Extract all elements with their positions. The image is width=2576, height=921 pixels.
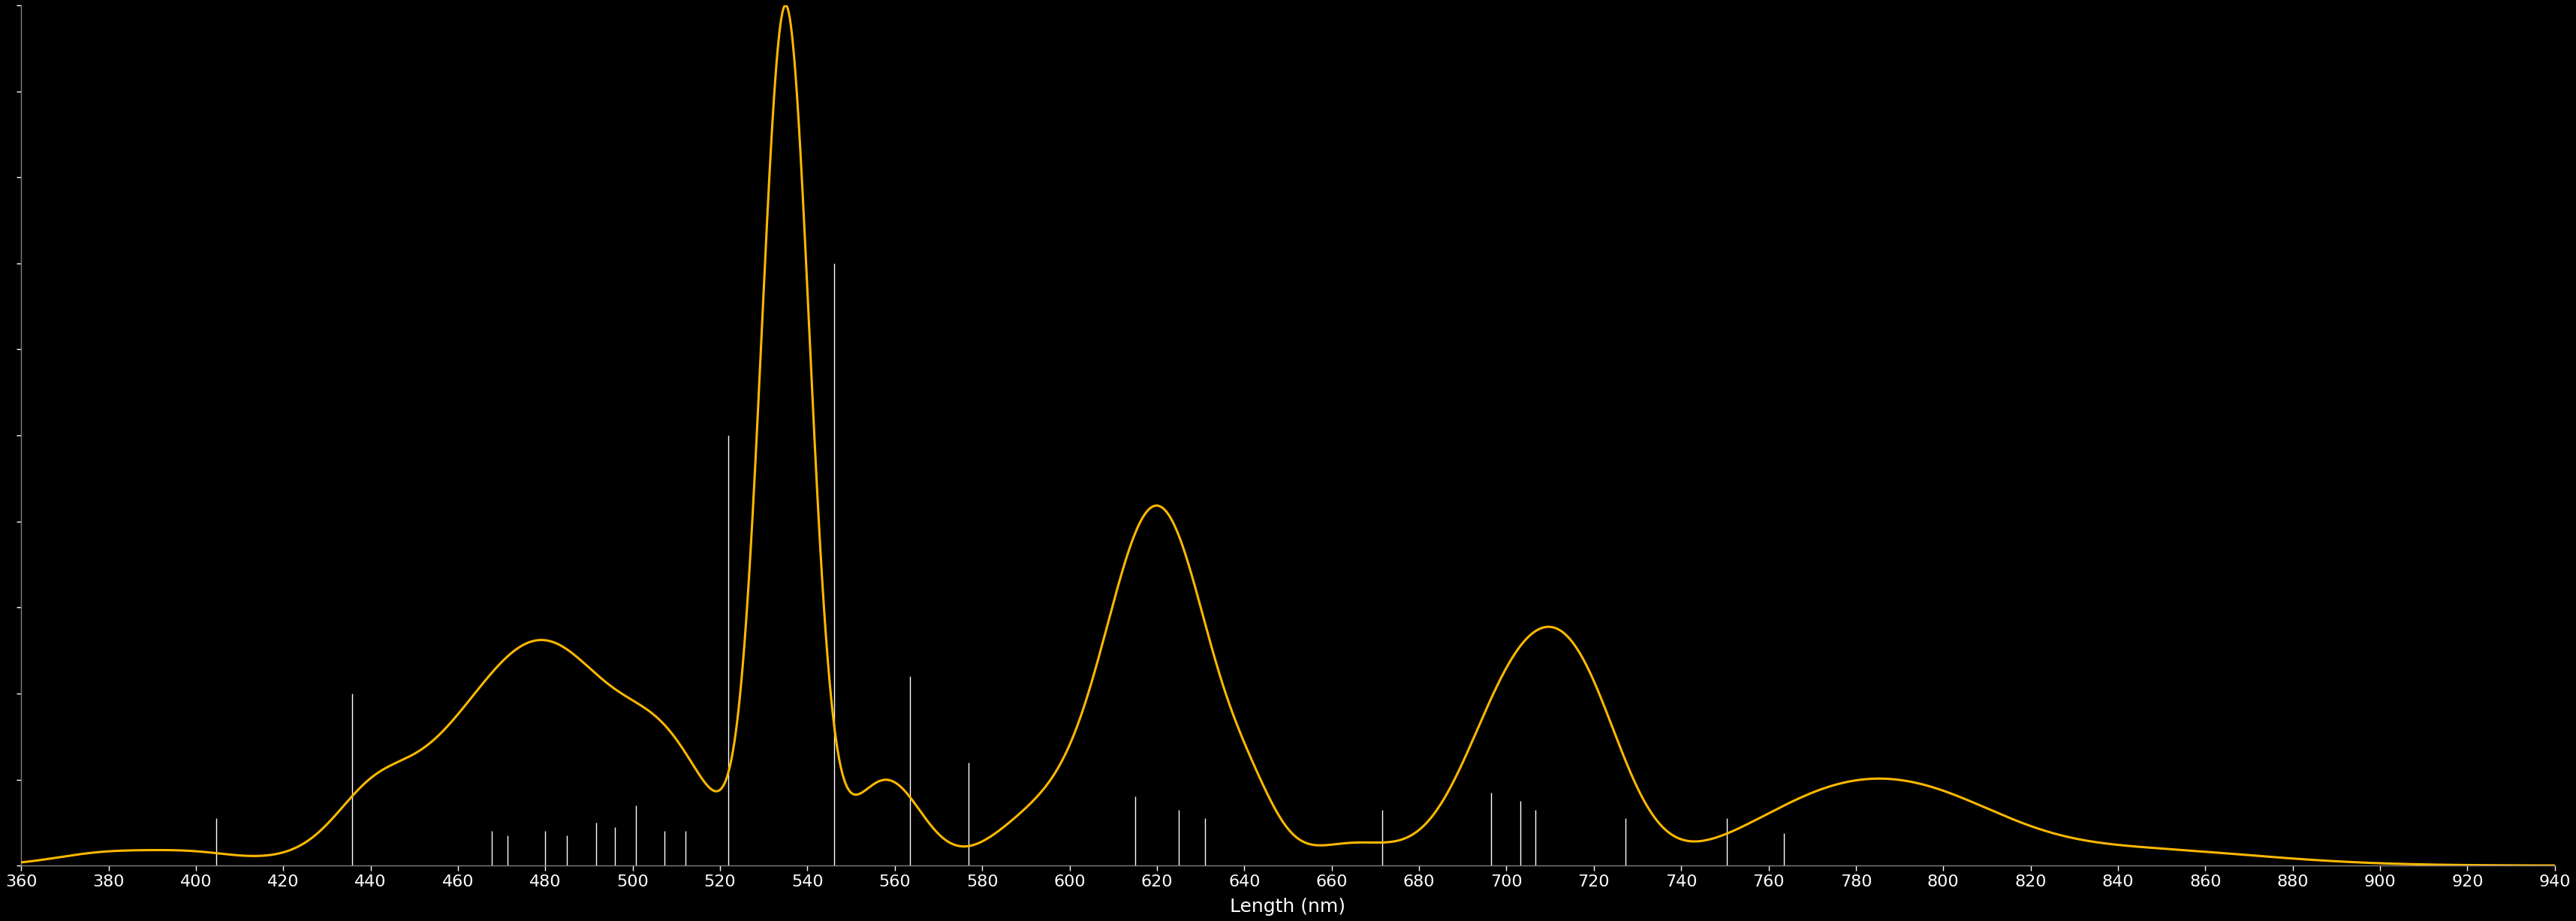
X-axis label: Length (nm): Length (nm) (1231, 898, 1345, 915)
